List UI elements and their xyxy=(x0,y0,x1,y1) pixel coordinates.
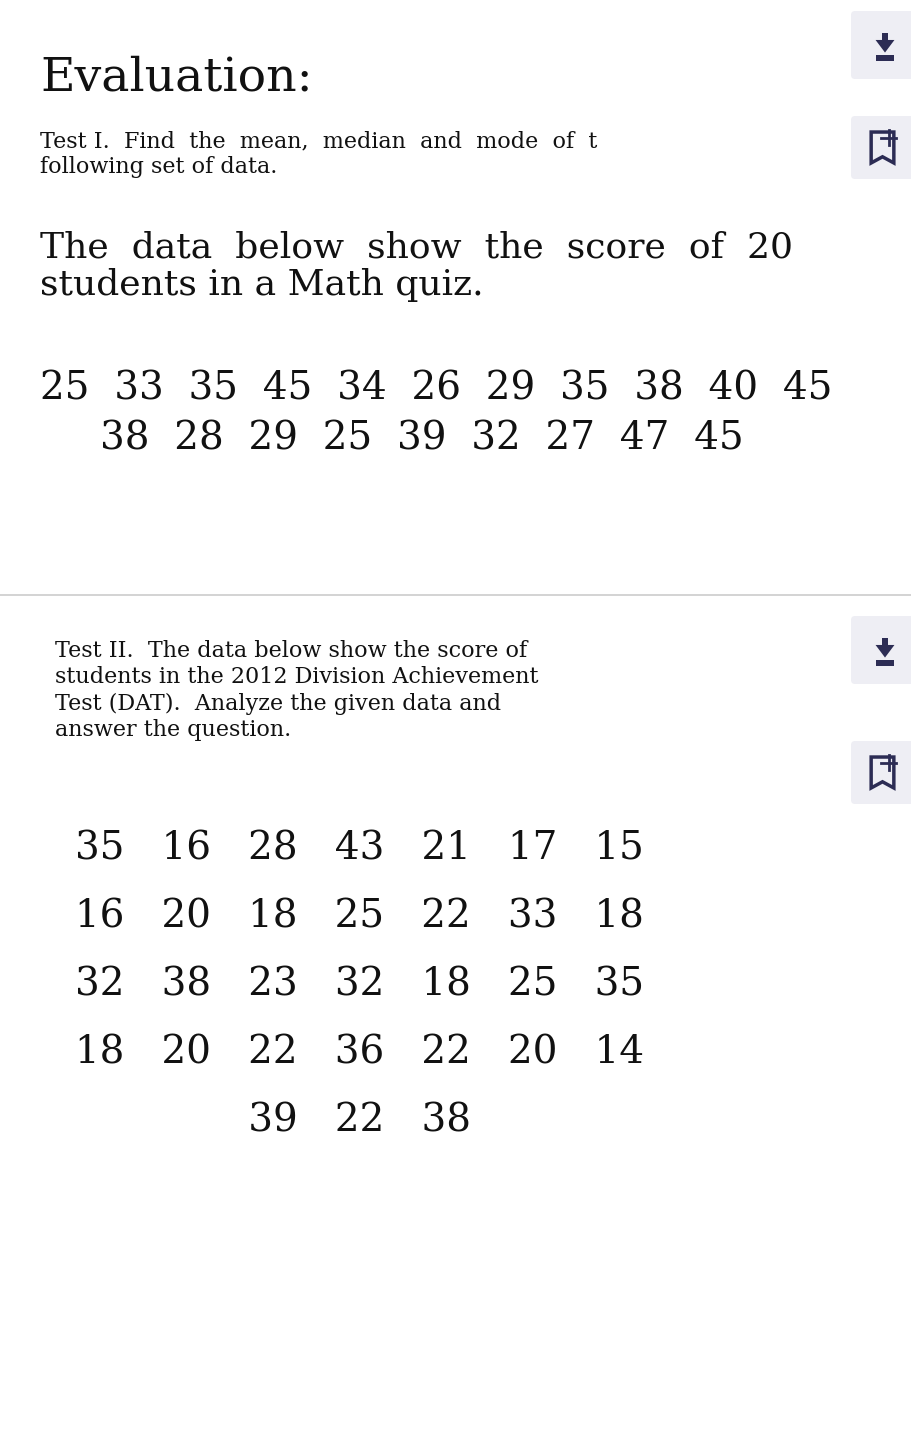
Text: 35   16   28   43   21   17   15: 35 16 28 43 21 17 15 xyxy=(75,831,643,867)
Polygon shape xyxy=(881,33,887,40)
FancyBboxPatch shape xyxy=(850,741,911,805)
Text: 18   20   22   36   22   20   14: 18 20 22 36 22 20 14 xyxy=(75,1034,643,1071)
Text: 25  33  35  45  34  26  29  35  38  40  45: 25 33 35 45 34 26 29 35 38 40 45 xyxy=(40,371,832,407)
FancyBboxPatch shape xyxy=(850,12,911,79)
Text: students in the 2012 Division Achievement: students in the 2012 Division Achievemen… xyxy=(55,666,537,688)
Text: students in a Math quiz.: students in a Math quiz. xyxy=(40,268,483,301)
FancyBboxPatch shape xyxy=(850,616,911,684)
Polygon shape xyxy=(875,645,894,658)
Polygon shape xyxy=(875,40,894,52)
Text: 39   22   38: 39 22 38 xyxy=(75,1102,470,1139)
Text: Evaluation:: Evaluation: xyxy=(40,55,312,101)
Text: answer the question.: answer the question. xyxy=(55,720,291,741)
FancyBboxPatch shape xyxy=(850,115,911,179)
Text: Test I.  Find  the  mean,  median  and  mode  of  t: Test I. Find the mean, median and mode o… xyxy=(40,130,597,151)
Text: 38  28  29  25  39  32  27  47  45: 38 28 29 25 39 32 27 47 45 xyxy=(100,420,743,457)
Text: 32   38   23   32   18   25   35: 32 38 23 32 18 25 35 xyxy=(75,966,643,1004)
Text: 16   20   18   25   22   33   18: 16 20 18 25 22 33 18 xyxy=(75,898,643,934)
Polygon shape xyxy=(881,639,887,645)
Polygon shape xyxy=(875,660,894,666)
Text: Test (DAT).  Analyze the given data and: Test (DAT). Analyze the given data and xyxy=(55,692,500,715)
Text: The  data  below  show  the  score  of  20: The data below show the score of 20 xyxy=(40,231,793,264)
Text: following set of data.: following set of data. xyxy=(40,156,277,177)
Polygon shape xyxy=(875,55,894,62)
Text: Test II.  The data below show the score of: Test II. The data below show the score o… xyxy=(55,640,527,662)
